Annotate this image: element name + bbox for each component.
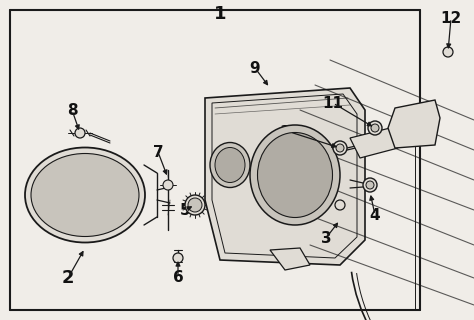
Ellipse shape (257, 132, 332, 218)
Text: 8: 8 (67, 102, 77, 117)
Circle shape (163, 180, 173, 190)
Text: 12: 12 (440, 11, 462, 26)
Text: 7: 7 (153, 145, 164, 159)
Polygon shape (388, 100, 440, 148)
Text: 2: 2 (62, 269, 74, 287)
Polygon shape (350, 128, 398, 158)
Circle shape (366, 181, 374, 189)
Text: 11: 11 (322, 95, 344, 110)
Text: 6: 6 (173, 270, 183, 285)
Circle shape (371, 124, 379, 132)
Circle shape (363, 178, 377, 192)
Text: 5: 5 (180, 203, 191, 218)
Ellipse shape (250, 125, 340, 225)
Polygon shape (205, 88, 365, 265)
Circle shape (336, 144, 344, 152)
Circle shape (188, 198, 202, 212)
Circle shape (335, 200, 345, 210)
Text: 1: 1 (214, 5, 226, 23)
Text: 3: 3 (321, 230, 331, 245)
Circle shape (443, 47, 453, 57)
Ellipse shape (25, 148, 145, 243)
Circle shape (173, 253, 183, 263)
Circle shape (368, 121, 382, 135)
Text: 4: 4 (370, 207, 380, 222)
Ellipse shape (215, 148, 245, 182)
Circle shape (333, 141, 347, 155)
Ellipse shape (210, 142, 250, 188)
Ellipse shape (31, 154, 139, 236)
Circle shape (185, 195, 205, 215)
Polygon shape (270, 248, 310, 270)
Text: 10: 10 (280, 124, 301, 140)
Circle shape (75, 128, 85, 138)
Text: 9: 9 (250, 60, 260, 76)
